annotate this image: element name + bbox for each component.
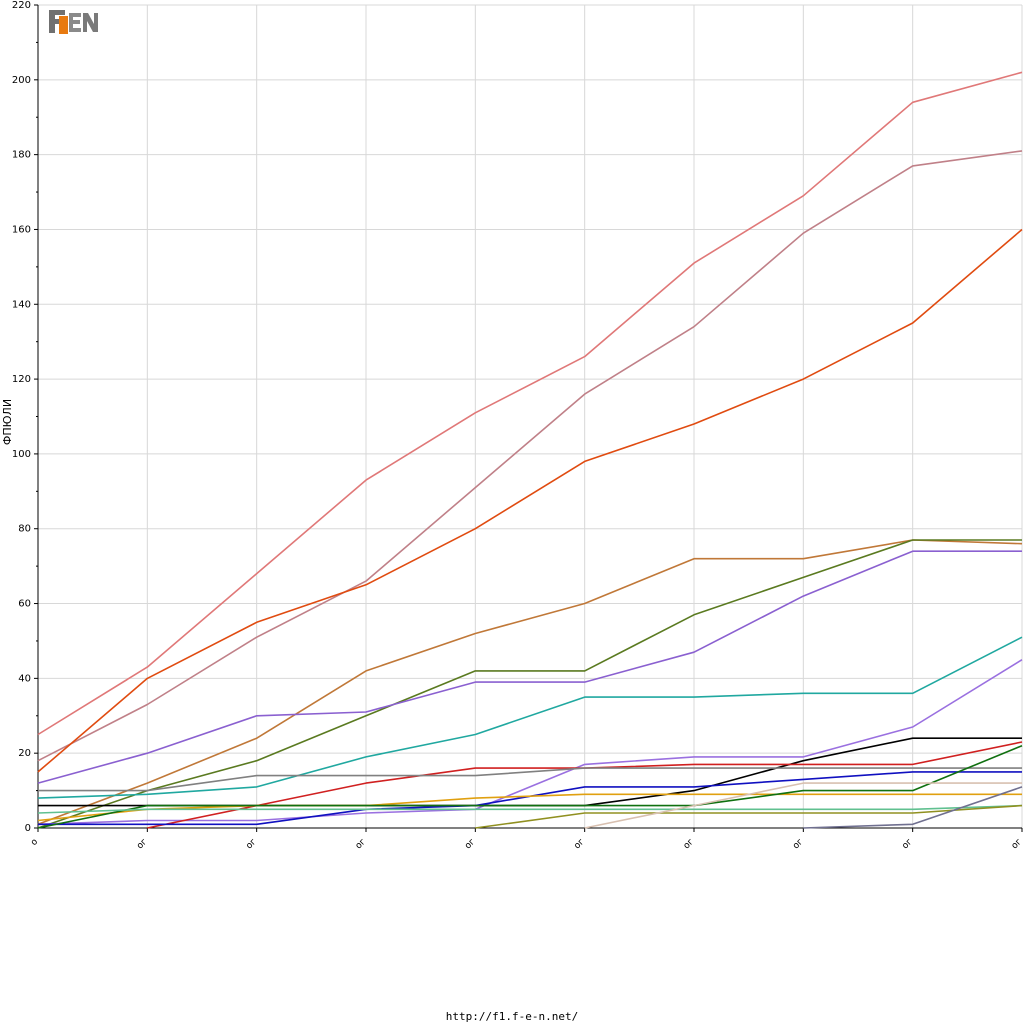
x-tick-label: ог [244,837,259,852]
y-tick-label: 180 [12,150,31,161]
x-tick-label: ог [900,837,915,852]
x-tick-label: о [29,837,40,848]
series-line-18 [803,786,1023,829]
grid [37,4,1023,829]
series-line-4 [37,539,1023,826]
x-tick-label: ог [1010,837,1024,852]
series-line-7 [37,636,1023,799]
y-axis-label: ФПЮЛИ [1,399,14,445]
series-line-3 [37,228,1023,773]
f1-logo [47,7,99,35]
series-line-16 [475,804,1023,829]
y-tick-label: 220 [12,0,31,11]
y-tick-label: 40 [18,673,31,684]
y-tick-label: 120 [12,374,31,385]
series-line-2 [37,150,1023,762]
x-tick-label: ог [463,837,478,852]
y-tick-label: 80 [18,524,31,535]
y-tick-label: 0 [25,823,31,834]
axes: 0 20 40 60 80 100 120 140 160 180 200 220 о ог ог ог ог о… [12,0,1024,851]
series-line-13 [37,793,1022,822]
source-url[interactable]: http://f1.f-e-n.net/ [445,1010,579,1023]
x-tick-label: ог [135,837,150,852]
series-line-14 [37,744,1023,829]
x-tick-label: ог [791,837,806,852]
series-line-6 [37,550,1022,784]
y-tick-label: 160 [12,224,31,235]
series-lines [37,71,1023,829]
y-tick-label: 60 [18,599,31,610]
series-line-8 [37,659,1023,826]
x-tick-label: ог [354,837,369,852]
y-tick-label: 20 [18,748,31,759]
series-line-15 [37,804,1023,814]
y-tick-label: 200 [12,75,31,86]
series-line-5 [37,539,1022,829]
series-line-1 [37,71,1023,736]
series-line-11 [38,767,1022,792]
y-tick-label: 140 [12,299,31,310]
series-line-17 [584,782,1022,829]
x-tick-label: ог [682,837,697,852]
x-tick-label: ог [572,837,587,852]
y-tick-label: 100 [12,449,31,460]
